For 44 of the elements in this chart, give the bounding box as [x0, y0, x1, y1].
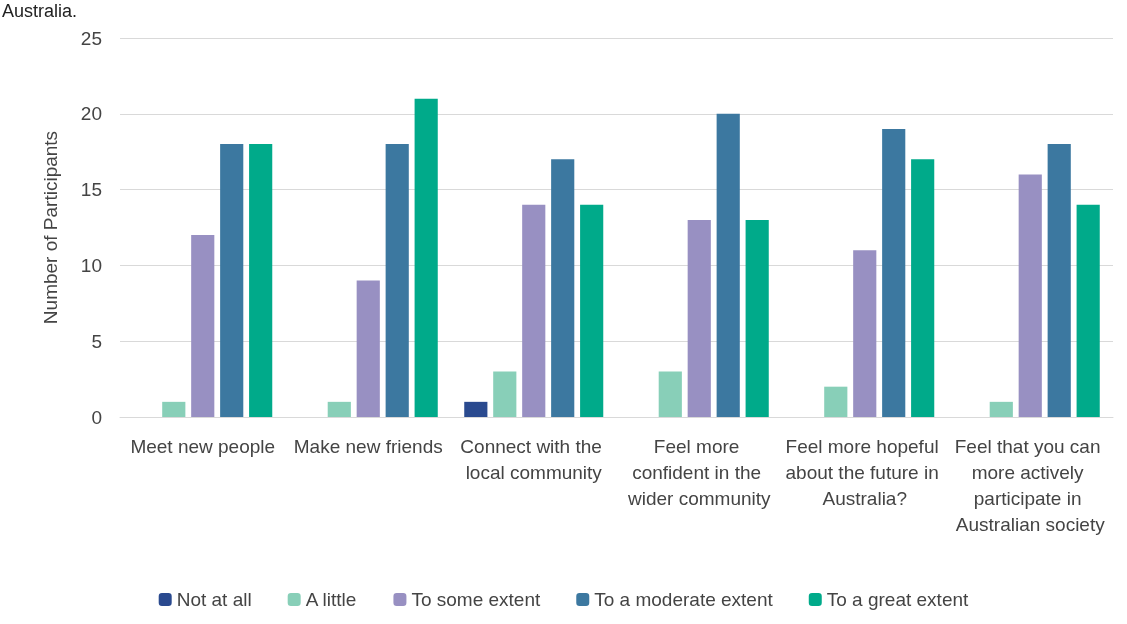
bar [658, 371, 682, 417]
x-tick-label: Connect with the local community [460, 435, 608, 483]
y-tick-label: 20 [80, 103, 102, 125]
bar [162, 401, 186, 417]
bar [464, 401, 488, 417]
bar [1047, 144, 1071, 417]
y-axis-title: Number of Participants [40, 130, 61, 325]
bar [327, 401, 351, 417]
x-tick-label: Feel that you can more actively participate in Australian society [954, 435, 1106, 535]
bar [551, 159, 575, 417]
bar [882, 128, 906, 417]
y-tick-label: 15 [80, 179, 102, 201]
bar [716, 113, 740, 417]
y-tick-label: 0 [91, 406, 102, 428]
x-tick-label: Feel more hopeful about the future in Australia? [785, 435, 944, 509]
y-tick-label: 25 [80, 27, 102, 49]
bar [1018, 174, 1042, 417]
bar [824, 386, 848, 417]
bar [853, 250, 877, 417]
y-tick-label: 10 [80, 254, 102, 276]
bar [493, 371, 517, 417]
bar [414, 98, 438, 417]
bar [356, 280, 380, 417]
legend-label: To a moderate extent [594, 589, 774, 610]
bar [191, 235, 215, 417]
x-tick-label: Feel more confident in the wider community [626, 435, 772, 509]
legend-label: A little [305, 589, 357, 610]
bar [1076, 204, 1100, 417]
legend-label: To some extent [411, 589, 541, 610]
bar [220, 144, 244, 417]
bar [249, 144, 273, 417]
x-tick-label: Meet new people [130, 435, 276, 457]
x-tick-label: Make new friends [293, 435, 443, 457]
bar [687, 219, 711, 417]
bar [580, 204, 604, 417]
bar [989, 401, 1013, 417]
bar [911, 159, 935, 417]
legend-label: Not at all [176, 589, 252, 610]
text: Australia. [2, 1, 78, 21]
bar [522, 204, 546, 417]
legend-label: To a great extent [826, 589, 970, 610]
bar [385, 144, 409, 417]
y-tick-label: 5 [91, 330, 102, 352]
bar [745, 219, 769, 417]
